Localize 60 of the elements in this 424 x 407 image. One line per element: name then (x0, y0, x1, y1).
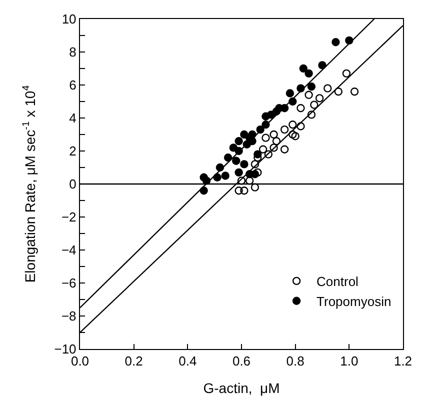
point (270, 144, 278, 152)
point (221, 172, 230, 180)
x-tick-label: 0.4 (178, 354, 197, 369)
x-tick-label: 1.2 (394, 354, 412, 369)
point (280, 125, 289, 134)
y-tick-label: −2 (61, 210, 76, 225)
y-tick-label: 8 (69, 44, 76, 60)
point (250, 183, 260, 192)
point (264, 150, 273, 158)
y-tick-label: 10 (62, 12, 76, 27)
y-tick-label: −6 (61, 276, 76, 291)
point (240, 186, 248, 195)
point (232, 156, 240, 165)
point (342, 69, 351, 78)
x-tick-label: 0.2 (124, 354, 143, 369)
point (234, 137, 243, 146)
legend-label: Control (316, 274, 359, 290)
point (334, 88, 342, 96)
point (258, 145, 268, 154)
point (299, 64, 308, 73)
point (296, 122, 305, 130)
y-tick-label: −4 (61, 242, 76, 258)
point (288, 120, 297, 129)
point (307, 110, 316, 119)
point (234, 168, 243, 177)
point (270, 130, 278, 139)
point (296, 104, 305, 112)
point (315, 94, 324, 102)
point (350, 88, 359, 96)
point (280, 145, 289, 154)
y-tick-label: 4 (69, 110, 76, 126)
y-tick-label: 2 (69, 144, 76, 159)
point (286, 89, 294, 98)
y-tick-label: 6 (69, 78, 76, 93)
x-tick-label: 0.6 (232, 354, 251, 369)
point (310, 100, 318, 109)
x-tick-label: 1.0 (340, 354, 358, 369)
point (234, 186, 243, 195)
point (250, 160, 260, 168)
point (304, 69, 313, 78)
point (288, 130, 297, 139)
point (324, 84, 332, 92)
x-tick-label: 0.8 (286, 354, 304, 369)
point (254, 168, 262, 177)
point (237, 176, 246, 185)
point (245, 176, 254, 185)
point (224, 154, 232, 162)
point (262, 112, 270, 120)
point (240, 160, 248, 168)
y-tick-label: 0 (69, 176, 76, 192)
point (254, 150, 262, 158)
point (262, 134, 270, 142)
y-tick-label: −8 (61, 308, 76, 324)
point (291, 132, 300, 140)
point (332, 38, 340, 46)
point (304, 90, 313, 99)
point (272, 137, 281, 146)
point (307, 82, 316, 91)
legend-label: Tropomyosin (316, 294, 392, 309)
x-axis-title: G-actin, μM (203, 380, 280, 396)
